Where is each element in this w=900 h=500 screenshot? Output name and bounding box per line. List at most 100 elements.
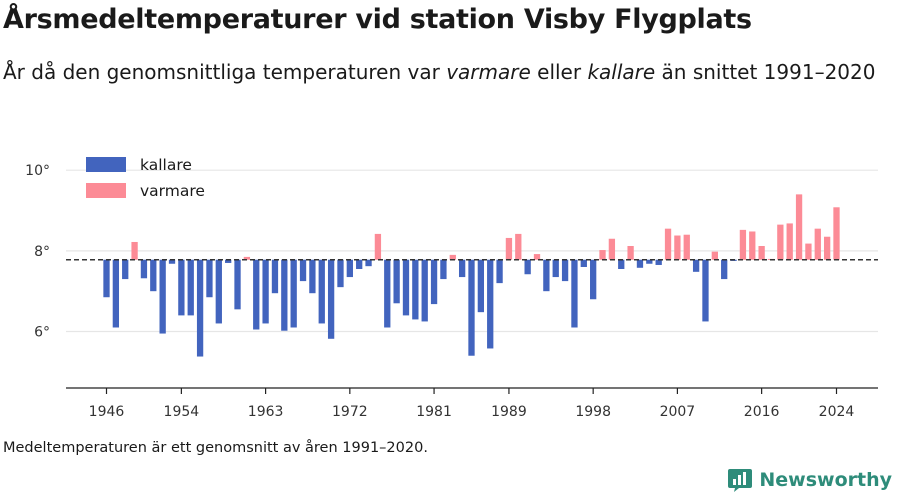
bar-warmer [786,223,793,260]
x-tick-label: 2016 [744,404,780,420]
bar-colder [543,259,550,292]
bar-colder [299,259,307,282]
subtitle-part: År då den genomsnittliga temperaturen va… [3,60,447,84]
footnote: Medeltemperaturen är ett genomsnitt av å… [3,440,428,456]
bar-colder [590,259,597,300]
bar-warmer [683,234,690,260]
x-tick-label: 2007 [660,404,696,420]
bar-colder [159,259,166,334]
axes: 6° 8° 10° 1946 1954 1963 1972 1981 1989 1998 2007 2… [25,163,878,420]
bar-colder [412,259,419,320]
subtitle-part: än snittet 1991–2020 [655,60,876,84]
legend-swatch-kallare [86,157,126,172]
x-tick-label: 1963 [248,404,284,420]
bar-colder [327,259,335,339]
bar-warmer [243,256,251,260]
x-tick-label: 2024 [819,404,855,420]
bar-colder [112,259,120,328]
bar-colder [402,259,410,316]
bar-warmer [608,238,616,260]
x-tick-label: 1946 [89,404,125,420]
page-title: Årsmedeltemperaturer vid station Visby F… [3,4,752,35]
bar-colder [215,259,222,324]
bar-warmer [711,251,718,260]
legend-label-varmare: varmare [140,182,205,200]
x-tick-label: 1998 [575,404,611,420]
bar-colder [692,259,700,272]
bar-colder [122,259,129,280]
bar-warmer [374,233,382,260]
bar-colder [103,259,110,298]
bar-warmer [805,243,812,260]
bar-colder [477,259,485,313]
legend: kallare varmare [86,156,205,200]
y-tick-label: 8° [34,244,50,260]
bar-colder [458,259,466,278]
bar-colder [309,259,316,294]
bar-colder [646,259,653,264]
bar-colder [234,259,241,310]
bar-warmer [795,194,803,260]
x-tick-label: 1989 [491,404,527,420]
bar-colder [430,259,438,305]
bar-warmer [515,233,522,260]
bar-colder [318,259,325,324]
x-tick-label: 1981 [416,404,452,420]
bar-warmer [814,228,821,260]
bar-colder [178,259,185,316]
bar-colder [393,259,400,304]
bar-warmer [664,228,672,260]
bar-colder [337,259,344,288]
bars [66,194,878,357]
bar-colder [253,259,260,330]
y-tick-label: 10° [25,163,50,179]
bar-warmer [131,241,138,260]
legend-label-kallare: kallare [140,156,192,174]
bar-warmer [749,231,756,260]
bar-colder [655,259,662,265]
bar-warmer [758,246,765,260]
bar-warmer [823,236,831,260]
bar-colder [225,259,232,263]
bar-warmer [777,224,784,260]
bar-colder [496,259,503,284]
bar-colder [150,259,157,292]
bar-warmer [599,250,606,260]
bar-colder [140,259,148,279]
bar-colder [440,259,447,280]
page-subtitle: År då den genomsnittliga temperaturen va… [3,56,883,89]
subtitle-emphasis-colder: kallare [587,60,656,84]
bar-warmer [674,235,681,260]
bar-colder [356,259,363,269]
bar-colder [580,259,587,267]
bar-colder [290,259,297,328]
bar-colder [487,259,494,349]
bar-colder [552,259,559,278]
subtitle-emphasis-warmer: varmare [446,60,531,84]
bar-colder [346,259,353,278]
bar-colder [421,259,428,322]
bar-warmer [627,246,634,260]
newsworthy-logo-icon [728,469,753,492]
bar-colder [262,259,269,324]
bar-colder [206,259,213,298]
brand-name: Newsworthy [759,469,892,491]
bar-colder [281,259,288,331]
bar-warmer [449,254,456,260]
bar-colder [468,259,475,356]
legend-swatch-varmare [86,183,126,198]
bar-warmer [739,229,747,260]
bar-warmer [533,254,541,260]
bar-colder [636,259,644,268]
bar-colder [168,259,176,264]
bar-colder [196,259,204,357]
x-tick-label: 1972 [332,404,368,420]
bar-colder [187,259,194,316]
y-tick-label: 6° [34,325,50,341]
brand-logo: Newsworthy [727,467,892,493]
bar-colder [618,259,625,269]
bar-warmer [505,237,513,260]
subtitle-part: eller [530,60,588,84]
bar-colder [524,259,531,275]
bar-colder [384,259,391,328]
